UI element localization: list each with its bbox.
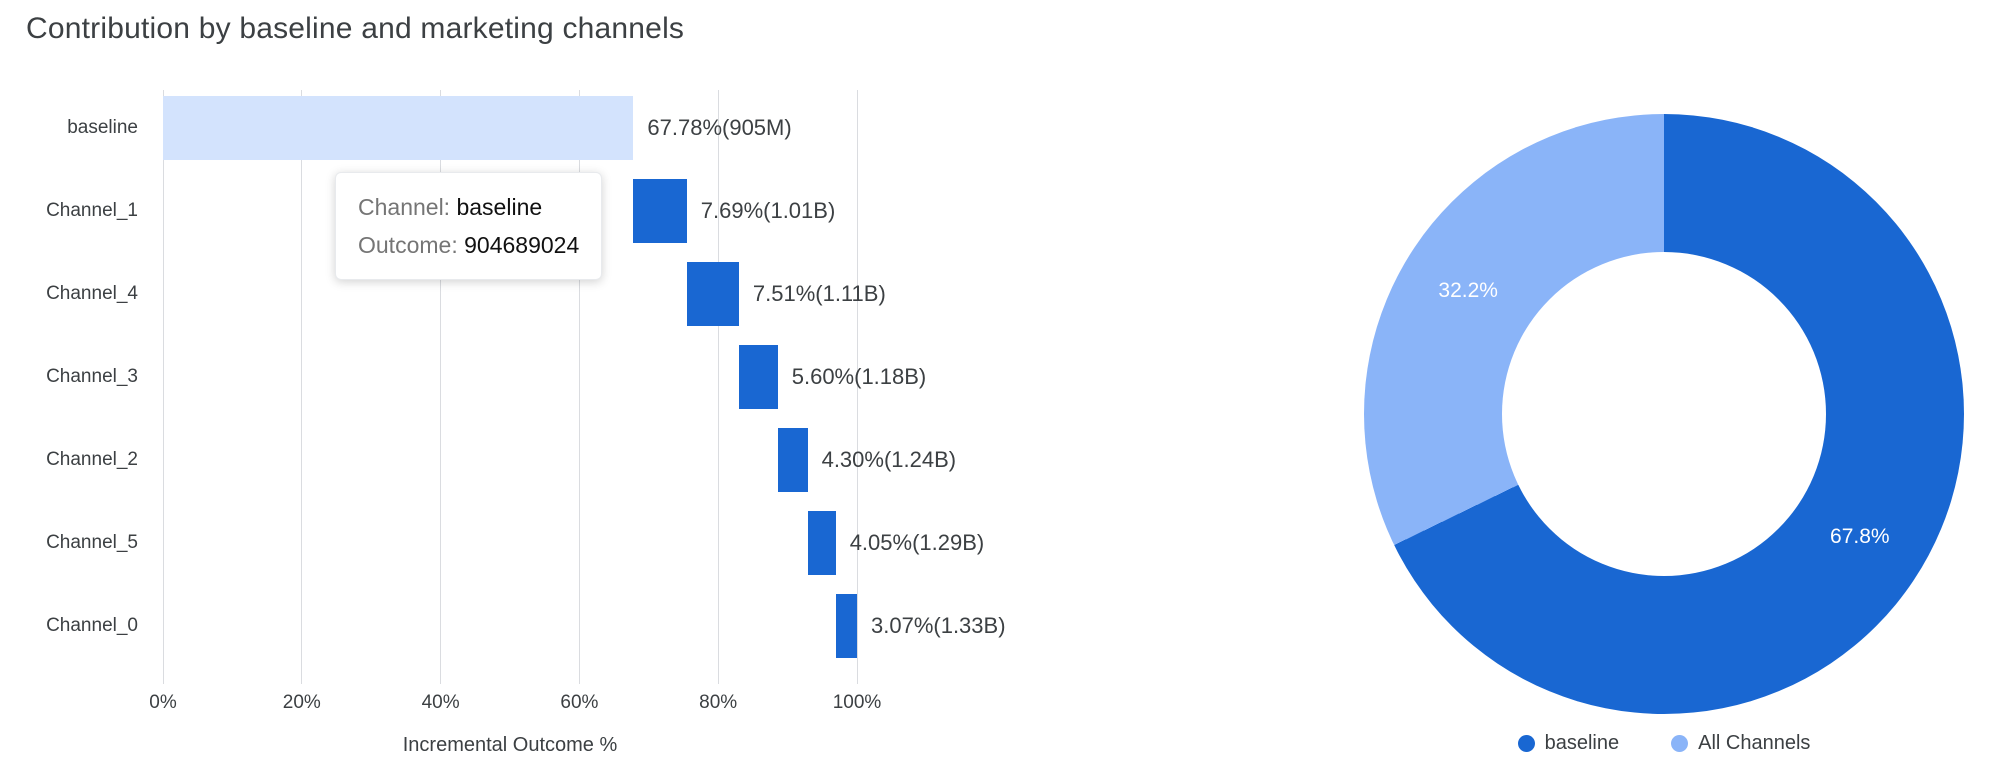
donut-slice-label-baseline: 67.8% (1830, 524, 1890, 548)
bar-baseline[interactable] (163, 96, 634, 160)
x-axis-title: Incremental Outcome % (402, 734, 618, 756)
donut-hole (1502, 252, 1826, 576)
bar-Channel_4[interactable] (686, 262, 739, 326)
tooltip-channel-label: Channel: (358, 194, 451, 220)
bar-value-label-Channel_5: 4.05%(1.29B) (849, 530, 985, 555)
y-axis-label-Channel_5: Channel_5 (46, 532, 138, 553)
gridline-80% (717, 90, 719, 684)
y-axis-label-Channel_0: Channel_0 (46, 615, 138, 636)
legend-item-baseline[interactable]: baseline (1517, 732, 1620, 755)
x-tick-label-100%: 100% (832, 692, 882, 713)
y-axis-label-Channel_2: Channel_2 (46, 449, 138, 470)
bar-Channel_1[interactable] (633, 179, 687, 243)
bar-value-label-baseline: 67.78%(905M) (647, 115, 792, 140)
bar-Channel_3[interactable] (738, 345, 778, 409)
y-axis-label-Channel_3: Channel_3 (46, 366, 138, 387)
donut-legend: baseline All Channels (1364, 732, 1964, 755)
x-tick-label-40%: 40% (421, 692, 460, 713)
legend-dot-baseline (1517, 735, 1535, 752)
y-axis-label-Channel_1: Channel_1 (46, 200, 138, 221)
tooltip-channel-line: Channel: baseline (358, 188, 579, 226)
tooltip-channel-value: baseline (456, 194, 543, 220)
x-tick-label-0%: 0% (149, 692, 177, 713)
y-axis-label-Channel_4: Channel_4 (46, 283, 138, 304)
bar-Channel_0[interactable] (835, 594, 857, 658)
bar-value-label-Channel_3: 5.60%(1.18B) (791, 364, 927, 389)
gridline-60% (578, 90, 580, 684)
bar-value-label-Channel_4: 7.51%(1.11B) (752, 281, 886, 306)
tooltip-outcome-label: Outcome: (358, 232, 458, 258)
page-title: Contribution by baseline and marketing c… (26, 12, 685, 45)
tooltip-outcome-value: 904689024 (464, 232, 580, 258)
gridline-40% (440, 90, 442, 684)
bar-Channel_5[interactable] (807, 511, 836, 575)
legend-dot-All Channels (1671, 735, 1689, 752)
donut-chart: 67.8% 32.2% baseline All Channels (1364, 114, 1964, 784)
waterfall-chart: 0% 20% 40% 60% 80% 100% baseline 67.78%(905M) Ch… (46, 90, 1006, 756)
donut-ring[interactable]: 67.8% 32.2% (1364, 114, 1964, 714)
legend-label-baseline: baseline (1544, 732, 1620, 754)
tooltip-outcome-line: Outcome: 904689024 (358, 226, 579, 264)
y-axis-label-baseline: baseline (67, 117, 138, 138)
donut-slice-label-All Channels: 32.2% (1438, 279, 1498, 303)
gridline-0% (162, 90, 164, 684)
legend-item-All Channels[interactable]: All Channels (1671, 732, 1810, 755)
legend-label-All Channels: All Channels (1698, 732, 1811, 754)
bar-value-label-Channel_1: 7.69%(1.01B) (700, 198, 836, 223)
x-tick-label-80%: 80% (699, 692, 738, 713)
bar-value-label-Channel_2: 4.30%(1.24B) (821, 447, 957, 472)
x-tick-label-60%: 60% (560, 692, 599, 713)
x-tick-label-20%: 20% (282, 692, 321, 713)
bar-Channel_2[interactable] (777, 428, 808, 492)
gridline-100% (856, 90, 858, 684)
hover-tooltip: Channel: baseline Outcome: 904689024 (335, 172, 603, 280)
gridline-20% (301, 90, 303, 684)
bar-value-label-Channel_0: 3.07%(1.33B) (871, 613, 1006, 638)
